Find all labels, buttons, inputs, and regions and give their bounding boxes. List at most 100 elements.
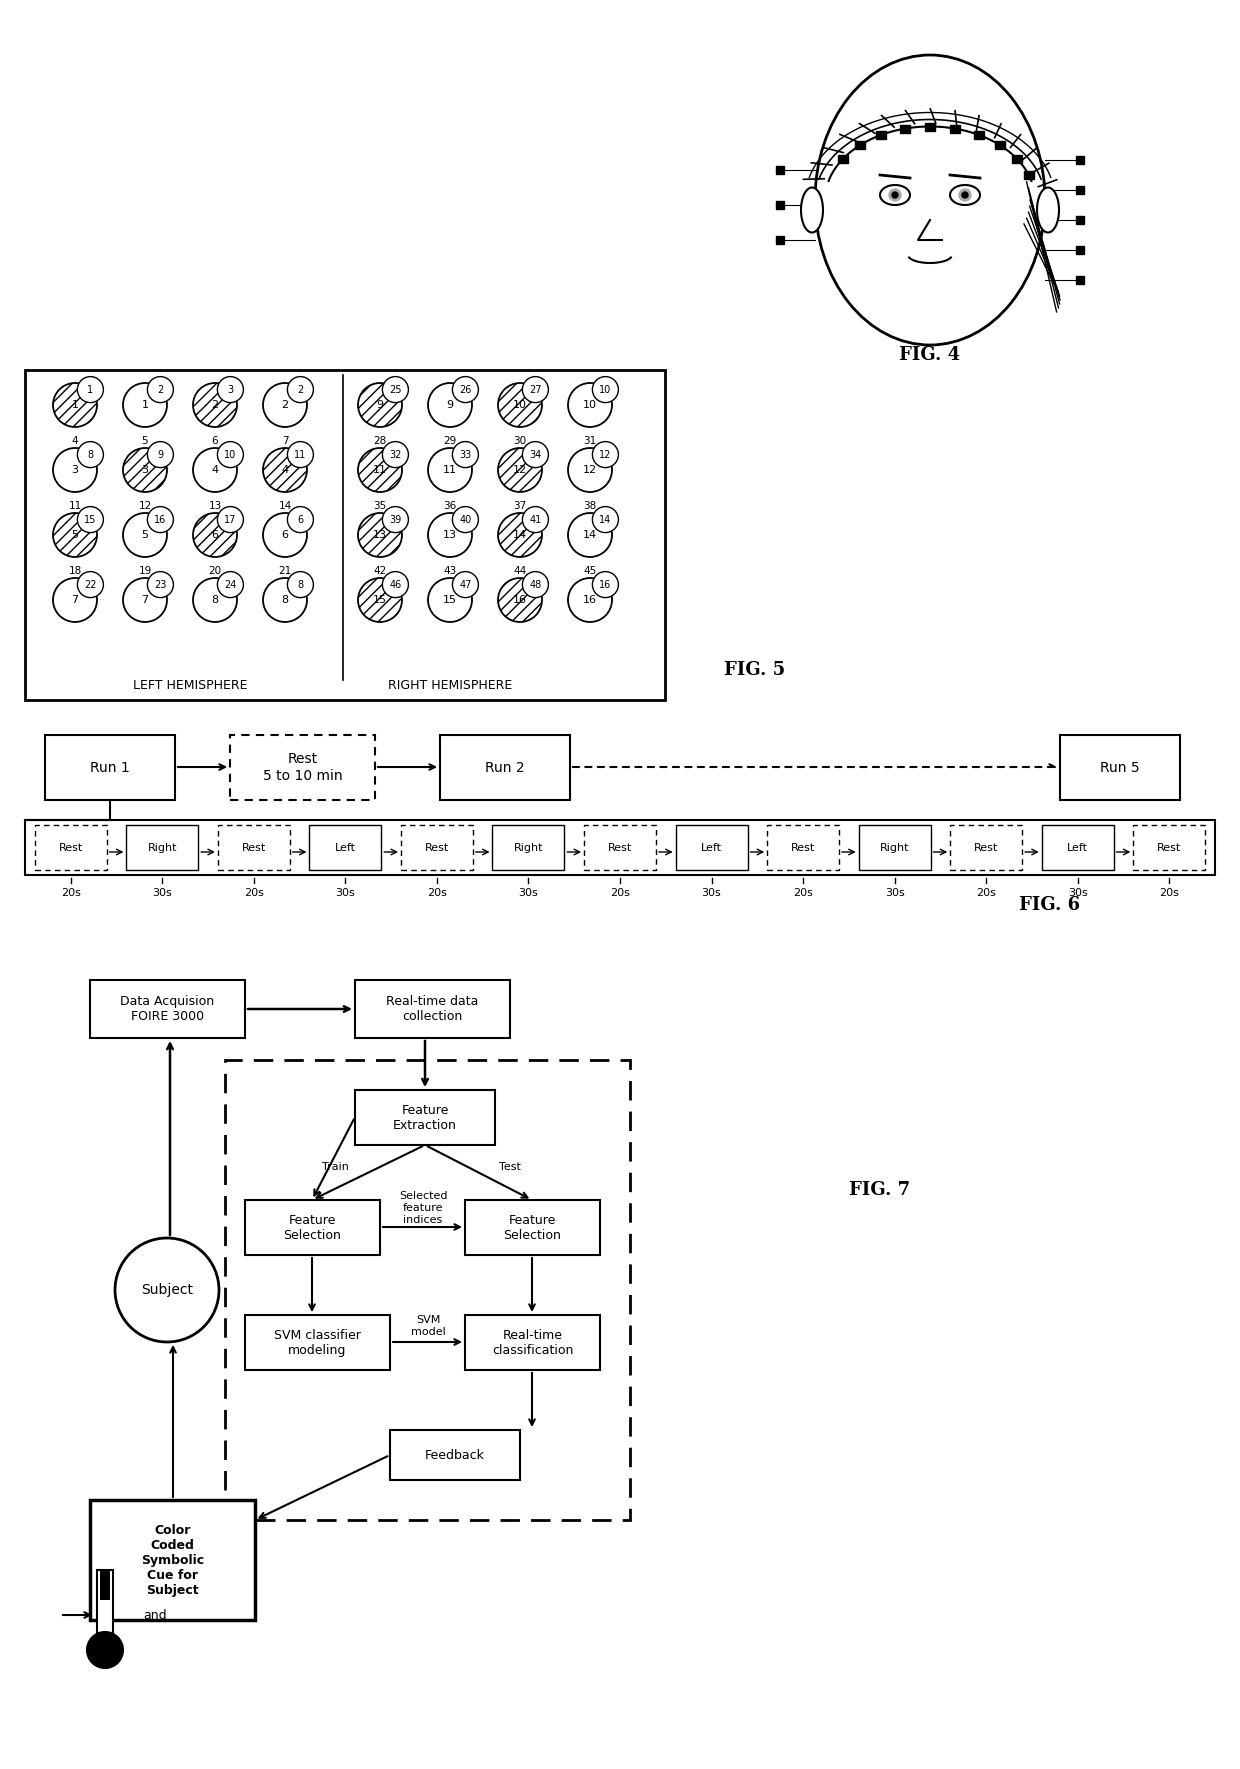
Text: Feature
Selection: Feature Selection — [503, 1214, 562, 1242]
Bar — [492, 824, 564, 870]
Text: 1: 1 — [87, 384, 93, 394]
Bar — [310, 824, 382, 870]
Circle shape — [193, 448, 237, 492]
Text: 11: 11 — [373, 465, 387, 476]
Text: Test: Test — [498, 1162, 521, 1173]
Circle shape — [498, 578, 542, 623]
Text: 12: 12 — [139, 501, 151, 511]
Text: 30s: 30s — [153, 888, 172, 899]
Text: 8: 8 — [212, 594, 218, 605]
Bar — [391, 1429, 520, 1481]
Circle shape — [593, 377, 619, 403]
Text: 2: 2 — [298, 384, 304, 394]
Text: FIG. 6: FIG. 6 — [1019, 897, 1080, 915]
Ellipse shape — [950, 186, 980, 205]
Text: Rest
5 to 10 min: Rest 5 to 10 min — [263, 752, 342, 782]
Text: Real-time
classification: Real-time classification — [492, 1329, 573, 1357]
Text: 43: 43 — [444, 566, 456, 575]
Text: 21: 21 — [278, 566, 291, 575]
Circle shape — [148, 571, 174, 598]
Text: 14: 14 — [599, 515, 611, 525]
Text: 20s: 20s — [610, 888, 630, 899]
Circle shape — [568, 448, 613, 492]
Bar — [925, 122, 935, 131]
Text: Train: Train — [321, 1162, 348, 1173]
Bar — [1060, 734, 1180, 800]
Circle shape — [498, 448, 542, 492]
Circle shape — [77, 506, 103, 532]
Text: 30s: 30s — [702, 888, 722, 899]
Text: Rest: Rest — [425, 842, 449, 853]
Text: 5: 5 — [141, 435, 149, 446]
Text: 9: 9 — [377, 400, 383, 410]
Text: 12: 12 — [599, 449, 611, 460]
Text: Feature
Extraction: Feature Extraction — [393, 1104, 456, 1132]
Text: Left: Left — [335, 842, 356, 853]
Text: Feedback: Feedback — [425, 1449, 485, 1461]
Circle shape — [148, 377, 174, 403]
Text: 9: 9 — [446, 400, 454, 410]
Text: 6: 6 — [298, 515, 304, 525]
Circle shape — [193, 384, 237, 426]
Circle shape — [593, 506, 619, 532]
Text: 14: 14 — [278, 501, 291, 511]
Text: 1: 1 — [141, 400, 149, 410]
Bar — [97, 1571, 113, 1640]
Circle shape — [263, 578, 308, 623]
Text: 30s: 30s — [518, 888, 538, 899]
Ellipse shape — [815, 55, 1045, 345]
Text: 17: 17 — [224, 515, 237, 525]
Text: Rest: Rest — [975, 842, 998, 853]
Circle shape — [123, 513, 167, 557]
Text: 4: 4 — [72, 435, 78, 446]
Text: Right: Right — [880, 842, 909, 853]
Text: and: and — [143, 1608, 167, 1622]
Bar — [440, 734, 570, 800]
Text: 2: 2 — [212, 400, 218, 410]
Bar — [950, 824, 1022, 870]
Text: 6: 6 — [212, 531, 218, 540]
Circle shape — [382, 442, 408, 467]
Text: 25: 25 — [389, 384, 402, 394]
Bar — [229, 734, 374, 800]
Bar — [875, 131, 885, 140]
Bar — [776, 166, 784, 173]
Text: 10: 10 — [583, 400, 596, 410]
Bar — [246, 1314, 391, 1369]
Bar — [35, 824, 107, 870]
Text: FIG. 7: FIG. 7 — [849, 1182, 910, 1199]
Text: 7: 7 — [141, 594, 149, 605]
Text: 15: 15 — [443, 594, 458, 605]
Circle shape — [87, 1633, 123, 1668]
Circle shape — [522, 571, 548, 598]
Text: 16: 16 — [513, 594, 527, 605]
Text: 5: 5 — [141, 531, 149, 540]
Bar — [858, 824, 930, 870]
Text: 46: 46 — [389, 580, 402, 589]
Bar — [25, 370, 665, 701]
Bar — [899, 124, 910, 133]
Text: 14: 14 — [513, 531, 527, 540]
Bar — [950, 124, 961, 133]
Circle shape — [453, 506, 479, 532]
Text: LEFT HEMISPHERE: LEFT HEMISPHERE — [133, 679, 247, 692]
Text: 8: 8 — [281, 594, 289, 605]
Bar — [465, 1199, 600, 1254]
Text: 22: 22 — [84, 580, 97, 589]
Text: 3: 3 — [72, 465, 78, 476]
Text: Rest: Rest — [608, 842, 632, 853]
Text: 13: 13 — [373, 531, 387, 540]
Circle shape — [522, 506, 548, 532]
Text: FIG. 5: FIG. 5 — [724, 662, 786, 679]
Text: 2: 2 — [157, 384, 164, 394]
Text: Right: Right — [513, 842, 543, 853]
Bar — [25, 821, 1215, 876]
Bar — [676, 824, 748, 870]
Text: 26: 26 — [459, 384, 471, 394]
Text: 42: 42 — [373, 566, 387, 575]
Bar — [768, 824, 839, 870]
Bar — [975, 131, 985, 140]
Circle shape — [288, 442, 314, 467]
Text: 15: 15 — [84, 515, 97, 525]
Bar — [91, 980, 246, 1038]
